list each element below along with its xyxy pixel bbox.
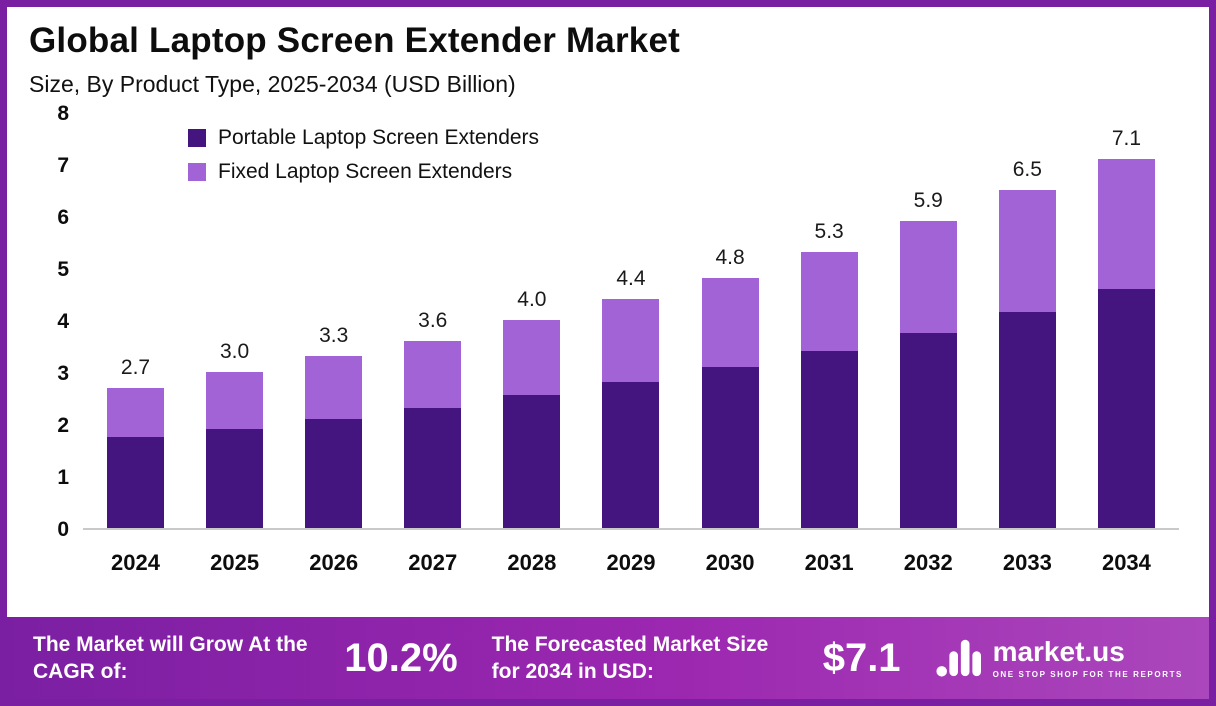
- bar-total-label: 3.6: [418, 308, 448, 332]
- bar-segment-portable: [998, 312, 1056, 528]
- bar-total-label: 6.5: [1012, 158, 1042, 182]
- bar-stack: [602, 299, 660, 528]
- chart-header: Global Laptop Screen Extender Market Siz…: [7, 7, 1209, 98]
- bar-group-2024: 2.7 2024: [107, 112, 164, 575]
- cagr-value: 10.2%: [344, 635, 458, 680]
- bar-segment-portable: [404, 408, 462, 528]
- x-axis-label: 2029: [606, 550, 656, 575]
- bar-segment-portable: [107, 437, 164, 528]
- x-axis-label: 2024: [111, 550, 160, 575]
- bar-segment-portable: [1097, 288, 1155, 528]
- market-us-icon: [935, 633, 981, 684]
- bar-segment-fixed: [701, 278, 759, 367]
- bar-stack: [107, 387, 164, 528]
- bar-segment-fixed: [602, 299, 660, 383]
- bar-stack: [998, 190, 1056, 528]
- legend-swatch-fixed: [188, 163, 206, 181]
- bar-segment-fixed: [1097, 158, 1155, 289]
- bar-total-label: 3.3: [319, 324, 349, 348]
- bar-group-2034: 7.1 2034: [1097, 112, 1155, 575]
- bar-total-label: 5.3: [814, 220, 844, 244]
- x-axis-label: 2030: [705, 550, 755, 575]
- bar-segment-portable: [503, 395, 561, 528]
- bar-stack: [404, 340, 462, 528]
- bar-group-2033: 6.5 2033: [998, 112, 1056, 575]
- bar-stack: [899, 221, 957, 528]
- bar-group-2026: 3.3 2026: [305, 112, 363, 575]
- legend-swatch-portable: [188, 129, 206, 147]
- bar-total-label: 4.4: [616, 267, 646, 291]
- legend-item-fixed: Fixed Laptop Screen Extenders: [188, 160, 539, 184]
- legend-label-fixed: Fixed Laptop Screen Extenders: [218, 160, 513, 183]
- legend-item-portable: Portable Laptop Screen Extenders: [188, 126, 539, 150]
- plot-area: Portable Laptop Screen Extenders Fixed L…: [83, 112, 1179, 575]
- bar-segment-fixed: [305, 356, 363, 419]
- bar-segment-fixed: [107, 387, 164, 437]
- bar-segment-fixed: [899, 221, 957, 333]
- brand-name: market.us: [992, 635, 1125, 667]
- bar-group-2027: 3.6 2027: [404, 112, 462, 575]
- bar-segment-portable: [800, 351, 858, 528]
- bar-stack: [503, 320, 561, 528]
- bar-stack: [800, 252, 858, 528]
- x-axis-label: 2031: [804, 550, 854, 575]
- bar-total-label: 4.8: [715, 246, 745, 270]
- bar-segment-portable: [701, 366, 759, 528]
- forecast-label: The Forecasted Market Size for 2034 in U…: [491, 632, 769, 683]
- x-axis-label: 2026: [309, 550, 359, 575]
- bar-group-2031: 5.3 2031: [800, 112, 858, 575]
- bar-segment-fixed: [800, 252, 858, 352]
- chart-subtitle: Size, By Product Type, 2025-2034 (USD Bi…: [29, 71, 516, 97]
- cagr-label: The Market will Grow At the CAGR of:: [33, 632, 308, 683]
- bar-segment-portable: [305, 418, 363, 528]
- x-axis-label: 2032: [903, 550, 953, 575]
- bar-group-2025: 3.0 2025: [206, 112, 264, 575]
- bar-stack: [206, 372, 264, 528]
- x-axis-label: 2033: [1002, 550, 1052, 575]
- legend-label-portable: Portable Laptop Screen Extenders: [218, 126, 540, 149]
- bar-total-label: 7.1: [1111, 126, 1142, 150]
- brand-text: market.us ONE STOP SHOP FOR THE REPORTS: [992, 635, 1183, 679]
- bar-group-2030: 4.8 2030: [701, 112, 759, 575]
- bar-stack: [1097, 158, 1155, 528]
- footer-banner: The Market will Grow At the CAGR of: 10.…: [7, 617, 1209, 699]
- bar-segment-portable: [602, 382, 660, 528]
- x-axis-label: 2025: [210, 550, 260, 575]
- bar-stack: [701, 278, 759, 528]
- bar-segment-portable: [206, 429, 264, 528]
- forecast-value: $7.1: [822, 635, 901, 680]
- bar-segment-fixed: [404, 340, 462, 409]
- x-axis-label: 2028: [507, 550, 557, 575]
- bar-segment-fixed: [503, 320, 561, 396]
- bar-total-label: 5.9: [913, 189, 943, 213]
- bar-total-label: 4.0: [517, 288, 547, 312]
- bar-stack: [305, 356, 363, 528]
- bar-group-2028: 4.0 2028: [503, 112, 561, 575]
- chart-title: Global Laptop Screen Extender Market: [29, 21, 680, 60]
- bar-total-label: 2.7: [120, 355, 151, 379]
- bar-segment-fixed: [998, 190, 1056, 313]
- bar-total-label: 3.0: [219, 340, 250, 364]
- chart-legend: Portable Laptop Screen Extenders Fixed L…: [188, 126, 539, 184]
- x-axis-label: 2027: [408, 550, 458, 575]
- brand-logo: market.us ONE STOP SHOP FOR THE REPORTS: [935, 633, 1183, 684]
- bar-segment-portable: [899, 333, 957, 528]
- bar-group-2029: 4.4 2029: [602, 112, 660, 575]
- brand-tagline: ONE STOP SHOP FOR THE REPORTS: [992, 669, 1183, 679]
- bar-segment-fixed: [206, 372, 264, 430]
- bar-group-2032: 5.9 2032: [899, 112, 957, 575]
- x-axis-label: 2034: [1101, 550, 1151, 575]
